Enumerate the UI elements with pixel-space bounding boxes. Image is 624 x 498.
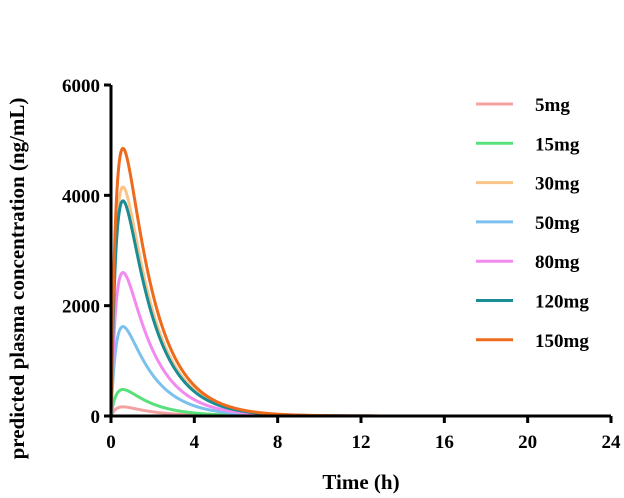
legend-label-15mg: 15mg	[535, 134, 580, 155]
x-axis-title: Time (h)	[322, 470, 399, 494]
y-tick-label: 6000	[62, 76, 100, 97]
x-tick-label: 24	[602, 432, 622, 453]
legend: 5mg 15mg 30mg 50mg 80mg 120mg 150mg	[476, 95, 589, 352]
y-tick-label: 4000	[62, 186, 100, 207]
y-tick-label: 0	[91, 407, 101, 428]
x-tick-label: 4	[190, 432, 200, 453]
legend-label-120mg: 120mg	[535, 292, 589, 313]
y-axis-title: predicted plasma concentration (ng/mL)	[5, 98, 29, 460]
y-tick-label: 2000	[62, 297, 100, 318]
x-tick-label: 12	[352, 432, 371, 453]
x-tick-label: 16	[435, 432, 454, 453]
y-axis-ticks: 0 2000 4000 6000	[62, 76, 111, 428]
legend-label-5mg: 5mg	[535, 95, 570, 116]
x-tick-label: 0	[106, 432, 116, 453]
legend-label-30mg: 30mg	[535, 174, 580, 195]
x-axis-ticks: 0 4 8 12 16 20 24	[106, 416, 621, 453]
legend-label-50mg: 50mg	[535, 213, 580, 234]
legend-label-80mg: 80mg	[535, 252, 580, 273]
x-tick-label: 20	[518, 432, 537, 453]
legend-label-150mg: 150mg	[535, 331, 589, 352]
x-tick-label: 8	[273, 432, 283, 453]
